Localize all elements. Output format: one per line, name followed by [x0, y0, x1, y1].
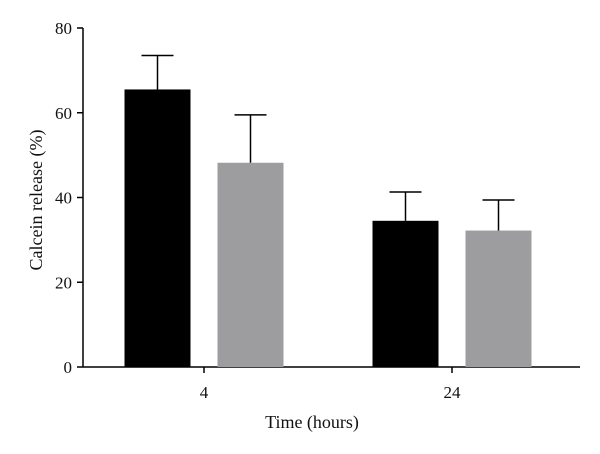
x-tick-label: 4: [200, 383, 209, 402]
y-tick-label: 60: [55, 104, 72, 123]
y-tick-label: 80: [55, 19, 72, 38]
x-axis-ticks: 4 24: [200, 367, 461, 402]
bar: [217, 162, 284, 367]
y-tick-label: 40: [55, 189, 72, 208]
x-axis-title: Time (hours): [265, 412, 359, 433]
bars-layer: [124, 89, 532, 367]
y-axis-ticks: 0 20 40 60 80: [55, 19, 83, 377]
x-tick-label: 24: [444, 383, 462, 402]
bar: [372, 220, 439, 367]
y-tick-label: 0: [64, 358, 73, 377]
y-axis-title: Calcein release (%): [26, 130, 47, 271]
x-axis: 4 24: [83, 366, 580, 402]
bar: [124, 89, 191, 367]
y-tick-label: 20: [55, 273, 72, 292]
y-axis: 0 20 40 60 80: [55, 19, 84, 377]
bar: [465, 230, 532, 367]
error-bars-layer: [141, 54, 515, 231]
